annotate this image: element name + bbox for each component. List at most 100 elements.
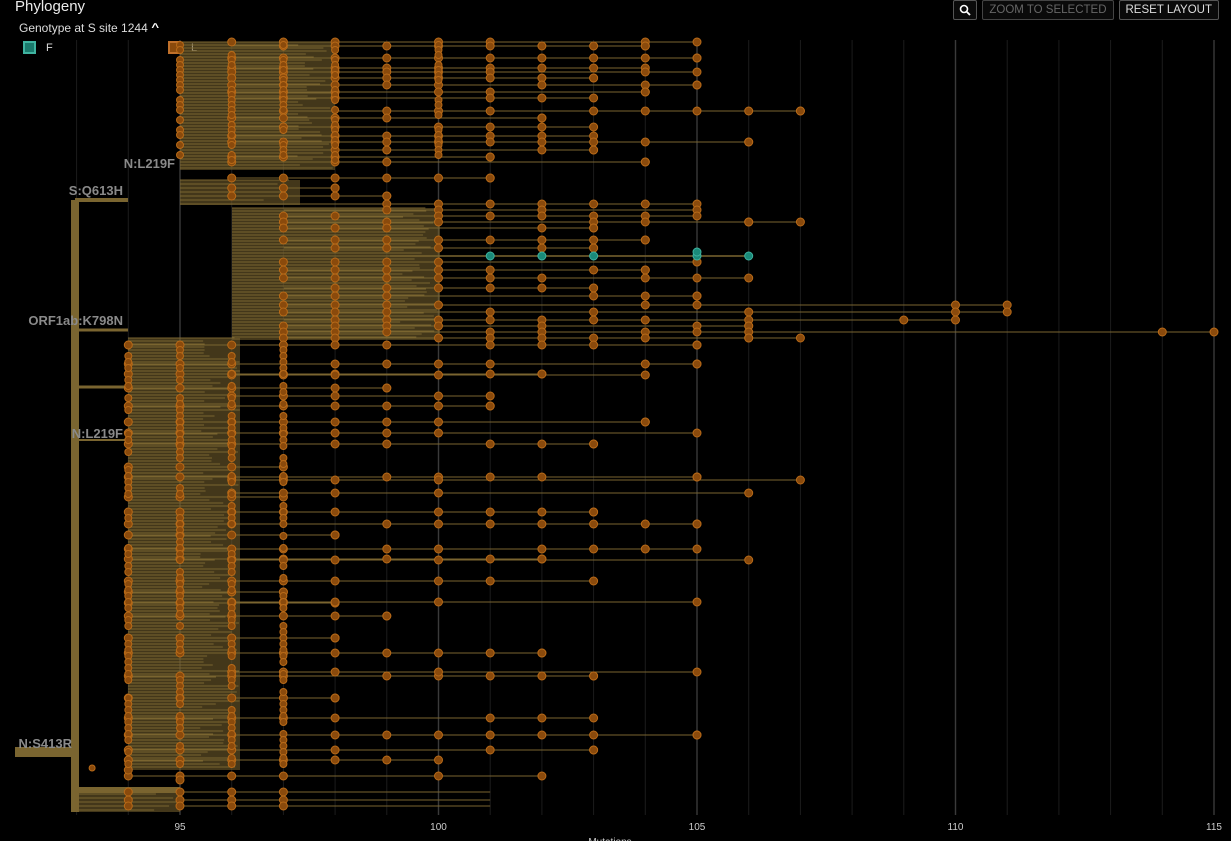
tree-node[interactable] — [537, 251, 547, 261]
tree-node[interactable] — [692, 37, 702, 47]
tree-node[interactable] — [382, 113, 392, 123]
tree-node[interactable] — [382, 53, 392, 63]
tree-node[interactable] — [589, 251, 599, 261]
tree-node[interactable] — [227, 682, 236, 690]
tree-node[interactable] — [434, 667, 443, 677]
tree-node[interactable] — [744, 307, 754, 317]
legend-item-f[interactable]: F — [23, 41, 53, 54]
tree-node[interactable] — [434, 771, 443, 781]
tree-node[interactable] — [537, 519, 547, 529]
tree-node[interactable] — [692, 53, 702, 63]
tree-node[interactable] — [330, 507, 340, 517]
tree-node[interactable] — [330, 693, 340, 703]
tree-node[interactable] — [227, 520, 236, 528]
tree-node[interactable] — [485, 251, 495, 261]
tree-node[interactable] — [382, 611, 392, 621]
tree-node[interactable] — [589, 519, 599, 529]
tree-node[interactable] — [692, 359, 702, 369]
tree-node[interactable] — [640, 333, 650, 343]
tree-node[interactable] — [640, 67, 650, 77]
tree-node[interactable] — [485, 122, 495, 132]
tree-node[interactable] — [330, 307, 340, 317]
tree-node[interactable] — [692, 211, 702, 221]
tree-node[interactable] — [382, 243, 392, 253]
tree-node[interactable] — [537, 211, 547, 221]
tree-node[interactable] — [176, 610, 184, 618]
tree-node[interactable] — [589, 73, 599, 83]
tree-node[interactable] — [176, 646, 184, 654]
tree-node[interactable] — [434, 300, 443, 310]
tree-node[interactable] — [692, 667, 702, 677]
tree-node[interactable] — [278, 223, 288, 233]
tree-node[interactable] — [279, 106, 288, 114]
tree-node[interactable] — [537, 223, 547, 233]
tree-node[interactable] — [278, 235, 288, 245]
tree-node[interactable] — [278, 771, 288, 781]
tree-node[interactable] — [899, 315, 909, 325]
tree-node[interactable] — [382, 648, 392, 658]
tree-node[interactable] — [795, 475, 805, 485]
tree-node[interactable] — [279, 151, 288, 159]
tree-node[interactable] — [176, 760, 184, 768]
tree-node[interactable] — [382, 730, 392, 740]
tree-node[interactable] — [589, 53, 599, 63]
tree-node[interactable] — [278, 273, 288, 283]
tree-node[interactable] — [589, 576, 599, 586]
tree-node[interactable] — [640, 291, 650, 301]
tree-node[interactable] — [744, 217, 754, 227]
tree-node[interactable] — [382, 173, 392, 183]
tree-node[interactable] — [330, 633, 340, 643]
tree-node[interactable] — [537, 439, 547, 449]
tree-node[interactable] — [176, 116, 184, 124]
tree-node[interactable] — [485, 576, 495, 586]
tree-node[interactable] — [640, 106, 650, 116]
tree-node[interactable] — [176, 454, 184, 462]
tree-node[interactable] — [744, 251, 754, 261]
tree-node[interactable] — [382, 265, 392, 275]
tree-node[interactable] — [278, 191, 288, 201]
tree-node[interactable] — [227, 141, 236, 149]
tree-node[interactable] — [279, 676, 288, 684]
tree-node[interactable] — [176, 86, 184, 94]
tree-node[interactable] — [278, 291, 288, 301]
tree-node[interactable] — [589, 41, 599, 51]
tree-node[interactable] — [589, 283, 599, 293]
tree-node[interactable] — [1002, 307, 1012, 317]
tree-node[interactable] — [485, 152, 495, 162]
tree-node[interactable] — [330, 243, 340, 253]
tree-node[interactable] — [227, 183, 237, 193]
tree-node[interactable] — [434, 243, 443, 253]
tree-node[interactable] — [176, 376, 184, 384]
tree-node[interactable] — [485, 73, 495, 83]
tree-node[interactable] — [278, 173, 288, 183]
tree-node[interactable] — [795, 333, 805, 343]
tree-node[interactable] — [640, 273, 650, 283]
tree-node[interactable] — [795, 217, 805, 227]
tree-node[interactable] — [330, 370, 340, 380]
tree-node[interactable] — [434, 519, 443, 529]
tree-node[interactable] — [227, 787, 237, 797]
tree-node[interactable] — [176, 364, 184, 372]
tree-node[interactable] — [692, 327, 702, 337]
tree-node[interactable] — [278, 307, 288, 317]
tree-node[interactable] — [279, 460, 288, 468]
tree-node[interactable] — [279, 718, 288, 726]
tree-node[interactable] — [692, 67, 702, 77]
tree-node[interactable] — [382, 359, 392, 369]
tree-node[interactable] — [330, 667, 340, 677]
tree-node[interactable] — [330, 475, 340, 485]
tree-node[interactable] — [382, 273, 392, 283]
tree-node[interactable] — [537, 273, 547, 283]
tree-node[interactable] — [434, 283, 443, 293]
tree-node[interactable] — [175, 787, 185, 797]
tree-node[interactable] — [589, 544, 599, 554]
tree-node[interactable] — [124, 436, 133, 444]
tree-node[interactable] — [640, 157, 650, 167]
tree-node[interactable] — [434, 555, 443, 565]
tree-node[interactable] — [434, 151, 443, 159]
tree-node[interactable] — [589, 137, 599, 147]
tree-node[interactable] — [485, 745, 495, 755]
tree-node[interactable] — [434, 475, 443, 485]
tree-node[interactable] — [434, 648, 443, 658]
tree-node[interactable] — [124, 514, 133, 522]
